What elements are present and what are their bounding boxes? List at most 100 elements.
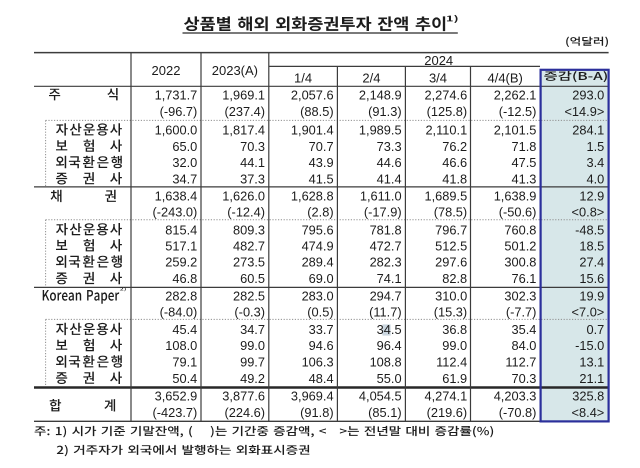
svg-text:3,877.6: 3,877.6 bbox=[222, 389, 265, 404]
svg-text:34.7: 34.7 bbox=[240, 322, 265, 337]
svg-text:34.5: 34.5 bbox=[377, 322, 402, 337]
svg-text:302.3: 302.3 bbox=[504, 288, 536, 303]
svg-text:(224.6): (224.6) bbox=[224, 405, 265, 420]
svg-text:1,638.9: 1,638.9 bbox=[494, 188, 537, 203]
svg-text:(2.8): (2.8) bbox=[307, 205, 333, 220]
svg-text:(0.5): (0.5) bbox=[307, 305, 333, 320]
svg-text:1,689.5: 1,689.5 bbox=[424, 188, 467, 203]
svg-text:4,054.5: 4,054.5 bbox=[359, 389, 402, 404]
svg-text:37.3: 37.3 bbox=[240, 171, 265, 186]
svg-text:760.8: 760.8 bbox=[504, 222, 536, 237]
svg-text:44.1: 44.1 bbox=[240, 155, 265, 170]
svg-text:2022: 2022 bbox=[152, 63, 181, 78]
svg-text:815.4: 815.4 bbox=[165, 222, 197, 237]
svg-text:1/4: 1/4 bbox=[294, 70, 312, 85]
svg-text:(91.8): (91.8) bbox=[300, 405, 333, 420]
svg-text:1,638.4: 1,638.4 bbox=[155, 188, 198, 203]
svg-text:55.0: 55.0 bbox=[377, 371, 402, 386]
svg-text:(125.8): (125.8) bbox=[427, 104, 468, 119]
svg-text:70.3: 70.3 bbox=[240, 139, 265, 154]
svg-text:46.6: 46.6 bbox=[442, 155, 467, 170]
svg-text:35.4: 35.4 bbox=[511, 322, 536, 337]
svg-text:2023(A): 2023(A) bbox=[212, 63, 258, 78]
svg-text:84.0: 84.0 bbox=[511, 338, 536, 353]
svg-text:259.2: 259.2 bbox=[165, 255, 197, 270]
svg-text:33.7: 33.7 bbox=[309, 322, 334, 337]
svg-text:1,628.8: 1,628.8 bbox=[291, 188, 334, 203]
svg-text:(11.7): (11.7) bbox=[369, 305, 401, 320]
svg-text:(88.5): (88.5) bbox=[300, 104, 333, 119]
svg-text:27.4: 27.4 bbox=[579, 255, 604, 270]
svg-text:501.2: 501.2 bbox=[504, 238, 536, 253]
svg-text:<14.9>: <14.9> bbox=[564, 104, 604, 119]
svg-text:282.8: 282.8 bbox=[165, 288, 197, 303]
svg-text:(-0.3): (-0.3) bbox=[234, 305, 265, 320]
svg-text:41.3: 41.3 bbox=[511, 171, 536, 186]
svg-text:74.1: 74.1 bbox=[377, 271, 402, 286]
svg-text:(-12.4): (-12.4) bbox=[227, 205, 265, 220]
svg-text:(-17.9): (-17.9) bbox=[364, 205, 402, 220]
svg-text:2,274.6: 2,274.6 bbox=[424, 87, 467, 102]
svg-text:49.2: 49.2 bbox=[240, 371, 265, 386]
svg-text:2,057.6: 2,057.6 bbox=[291, 87, 334, 102]
svg-text:(15.3): (15.3) bbox=[434, 305, 467, 320]
svg-text:(-7.7): (-7.7) bbox=[506, 305, 537, 320]
svg-text:2,110.1: 2,110.1 bbox=[425, 123, 467, 138]
svg-text:48.4: 48.4 bbox=[309, 371, 334, 386]
svg-text:76.1: 76.1 bbox=[511, 271, 536, 286]
svg-text:517.1: 517.1 bbox=[165, 238, 197, 253]
svg-text:(-12.5): (-12.5) bbox=[499, 104, 537, 119]
svg-text:70.7: 70.7 bbox=[309, 139, 334, 154]
svg-text:4,274.1: 4,274.1 bbox=[424, 389, 467, 404]
svg-text:(-50.6): (-50.6) bbox=[499, 205, 537, 220]
svg-text:(-84.0): (-84.0) bbox=[160, 305, 198, 320]
svg-text:796.7: 796.7 bbox=[435, 222, 467, 237]
svg-text:106.3: 106.3 bbox=[302, 355, 334, 370]
svg-text:13.1: 13.1 bbox=[579, 355, 604, 370]
svg-text:3/4: 3/4 bbox=[429, 70, 447, 85]
svg-text:47.5: 47.5 bbox=[511, 155, 536, 170]
svg-text:73.3: 73.3 bbox=[377, 139, 402, 154]
svg-text:18.5: 18.5 bbox=[579, 238, 604, 253]
svg-text:50.4: 50.4 bbox=[172, 371, 197, 386]
svg-text:71.8: 71.8 bbox=[511, 139, 536, 154]
svg-text:1,989.5: 1,989.5 bbox=[359, 123, 402, 138]
svg-text:1,611.0: 1,611.0 bbox=[360, 188, 402, 203]
svg-text:3,969.4: 3,969.4 bbox=[291, 389, 334, 404]
svg-text:<8.4>: <8.4> bbox=[572, 405, 605, 420]
svg-text:293.0: 293.0 bbox=[572, 87, 604, 102]
svg-text:284.1: 284.1 bbox=[572, 123, 604, 138]
svg-text:809.3: 809.3 bbox=[233, 222, 265, 237]
svg-text:112.7: 112.7 bbox=[505, 355, 536, 370]
svg-text:482.7: 482.7 bbox=[233, 238, 265, 253]
svg-text:2024: 2024 bbox=[424, 53, 453, 68]
svg-text:512.5: 512.5 bbox=[435, 238, 467, 253]
svg-text:282.3: 282.3 bbox=[370, 255, 402, 270]
svg-text:2,101.5: 2,101.5 bbox=[494, 123, 537, 138]
svg-text:4/4(B): 4/4(B) bbox=[487, 70, 522, 85]
svg-text:112.4: 112.4 bbox=[436, 355, 467, 370]
svg-text:41.4: 41.4 bbox=[377, 171, 402, 186]
svg-text:61.9: 61.9 bbox=[442, 371, 467, 386]
svg-text:76.2: 76.2 bbox=[442, 139, 467, 154]
svg-text:795.6: 795.6 bbox=[302, 222, 334, 237]
svg-text:-15.0: -15.0 bbox=[575, 338, 604, 353]
svg-text:(-423.7): (-423.7) bbox=[152, 405, 197, 420]
svg-text:289.4: 289.4 bbox=[302, 255, 334, 270]
svg-text:12.9: 12.9 bbox=[579, 188, 604, 203]
svg-text:472.7: 472.7 bbox=[370, 238, 402, 253]
svg-text:(-70.8): (-70.8) bbox=[499, 405, 537, 420]
svg-text:41.8: 41.8 bbox=[442, 171, 467, 186]
svg-text:108.8: 108.8 bbox=[370, 355, 402, 370]
svg-text:99.0: 99.0 bbox=[240, 338, 265, 353]
svg-text:-48.5: -48.5 bbox=[575, 222, 604, 237]
svg-text:65.0: 65.0 bbox=[172, 139, 197, 154]
svg-text:2/4: 2/4 bbox=[362, 70, 380, 85]
svg-text:21.1: 21.1 bbox=[579, 371, 604, 386]
svg-text:(85.1): (85.1) bbox=[368, 405, 401, 420]
svg-text:2,148.9: 2,148.9 bbox=[359, 87, 402, 102]
svg-text:(-243.0): (-243.0) bbox=[152, 205, 197, 220]
svg-text:43.9: 43.9 bbox=[309, 155, 334, 170]
svg-text:44.6: 44.6 bbox=[377, 155, 402, 170]
svg-text:1,969.1: 1,969.1 bbox=[222, 87, 265, 102]
